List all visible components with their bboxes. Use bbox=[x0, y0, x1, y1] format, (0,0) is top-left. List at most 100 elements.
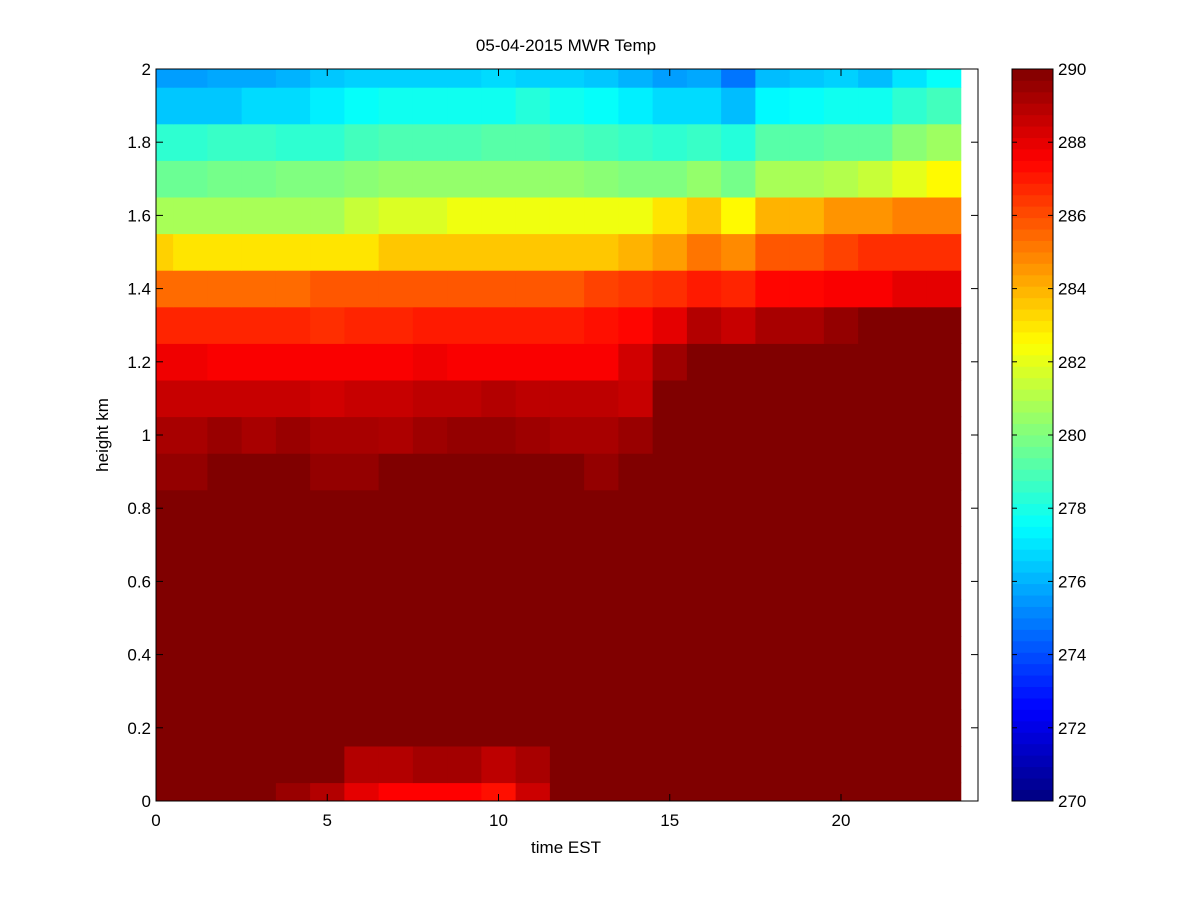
heatmap-cell bbox=[344, 69, 380, 88]
heatmap-cell bbox=[310, 563, 345, 601]
y-tick-label: 0 bbox=[142, 792, 151, 811]
colorbar-swatch bbox=[1012, 263, 1053, 276]
heatmap-cell bbox=[310, 343, 345, 381]
heatmap-cell bbox=[378, 306, 414, 344]
heatmap-cell bbox=[481, 526, 517, 564]
heatmap-cell bbox=[789, 782, 825, 802]
heatmap-cell bbox=[858, 782, 893, 802]
heatmap-cell bbox=[755, 453, 791, 491]
heatmap-cell bbox=[310, 69, 345, 88]
heatmap-cell bbox=[447, 746, 482, 784]
heatmap-cell bbox=[755, 197, 791, 235]
heatmap-cell bbox=[755, 343, 791, 381]
heatmap-cell bbox=[481, 87, 517, 125]
heatmap-cell bbox=[823, 270, 859, 308]
heatmap-cell bbox=[549, 636, 585, 674]
heatmap-cell bbox=[207, 453, 243, 491]
heatmap-cell bbox=[378, 636, 414, 674]
heatmap-cell bbox=[892, 160, 928, 198]
colorbar-swatch bbox=[1012, 606, 1053, 619]
heatmap-cell bbox=[652, 416, 688, 454]
heatmap-cell bbox=[173, 453, 208, 491]
heatmap-cell bbox=[789, 563, 825, 601]
heatmap-cell bbox=[823, 87, 859, 125]
colorbar-swatch bbox=[1012, 435, 1053, 447]
heatmap-cell bbox=[241, 636, 277, 674]
y-tick-label: 1.6 bbox=[127, 206, 151, 225]
heatmap-cell bbox=[549, 69, 585, 88]
heatmap-cell bbox=[173, 197, 208, 235]
heatmap-cell bbox=[892, 563, 928, 601]
heatmap-cell bbox=[156, 672, 174, 710]
heatmap-cell bbox=[310, 489, 345, 527]
colorbar-tick-label: 290 bbox=[1058, 60, 1086, 79]
heatmap-cell bbox=[412, 416, 448, 454]
colorbar-swatch bbox=[1012, 537, 1053, 550]
heatmap-cell bbox=[584, 489, 619, 527]
colorbar-swatch bbox=[1012, 171, 1053, 184]
heatmap-cell bbox=[926, 416, 962, 454]
heatmap-cell bbox=[926, 489, 962, 527]
colorbar-tick-label: 270 bbox=[1058, 792, 1086, 811]
heatmap-cell bbox=[412, 709, 448, 747]
heatmap-cell bbox=[412, 526, 448, 564]
heatmap-cell bbox=[207, 782, 243, 802]
heatmap-cell bbox=[584, 709, 619, 747]
heatmap-cell bbox=[858, 599, 893, 637]
colorbar-swatch bbox=[1012, 766, 1053, 779]
heatmap-cell bbox=[549, 270, 585, 308]
heatmap-cell bbox=[378, 416, 414, 454]
heatmap-cell bbox=[926, 160, 962, 198]
heatmap-cell bbox=[721, 69, 756, 88]
y-tick-label: 2 bbox=[142, 60, 151, 79]
colorbar-swatch bbox=[1012, 778, 1053, 790]
heatmap-cell bbox=[207, 123, 243, 161]
heatmap-cell bbox=[241, 453, 277, 491]
colorbar-swatch bbox=[1012, 343, 1053, 356]
heatmap-cell bbox=[156, 233, 174, 271]
colorbar-tick-label: 282 bbox=[1058, 353, 1086, 372]
heatmap-cell bbox=[207, 69, 243, 88]
heatmap-cell bbox=[412, 123, 448, 161]
heatmap-cell bbox=[275, 746, 311, 784]
heatmap-cell bbox=[755, 416, 791, 454]
heatmap-cell bbox=[618, 709, 654, 747]
colorbar-swatch bbox=[1012, 675, 1053, 688]
heatmap-cell bbox=[549, 343, 585, 381]
heatmap-cell bbox=[344, 489, 380, 527]
heatmap-cell bbox=[618, 636, 654, 674]
heatmap-cell bbox=[823, 123, 859, 161]
heatmap-cell bbox=[549, 453, 585, 491]
heatmap-cell bbox=[378, 709, 414, 747]
heatmap-cell bbox=[823, 197, 859, 235]
heatmap-cell bbox=[584, 563, 619, 601]
heatmap-cell bbox=[156, 782, 174, 802]
heatmap-cell bbox=[584, 380, 619, 418]
heatmap-cell bbox=[549, 306, 585, 344]
heatmap-cell bbox=[515, 599, 551, 637]
heatmap-cell bbox=[378, 69, 414, 88]
heatmap-cell bbox=[755, 69, 791, 88]
heatmap-cell bbox=[412, 489, 448, 527]
heatmap-cell bbox=[789, 233, 825, 271]
heatmap-cell bbox=[207, 416, 243, 454]
colorbar-swatch bbox=[1012, 286, 1053, 299]
heatmap-cell bbox=[789, 380, 825, 418]
heatmap-cell bbox=[378, 380, 414, 418]
heatmap-cell bbox=[241, 489, 277, 527]
heatmap-cell bbox=[412, 746, 448, 784]
heatmap-cell bbox=[515, 489, 551, 527]
heatmap-cell bbox=[447, 453, 482, 491]
heatmap-cell bbox=[892, 526, 928, 564]
heatmap-cell bbox=[549, 87, 585, 125]
heatmap-cell bbox=[618, 197, 654, 235]
heatmap-cell bbox=[481, 563, 517, 601]
heatmap-cell bbox=[447, 270, 482, 308]
heatmap-cell bbox=[310, 87, 345, 125]
heatmap-cell bbox=[618, 489, 654, 527]
heatmap-cell bbox=[823, 526, 859, 564]
heatmap-cell bbox=[858, 306, 893, 344]
heatmap-cell bbox=[207, 197, 243, 235]
heatmap-cell bbox=[618, 233, 654, 271]
heatmap-cell bbox=[378, 197, 414, 235]
